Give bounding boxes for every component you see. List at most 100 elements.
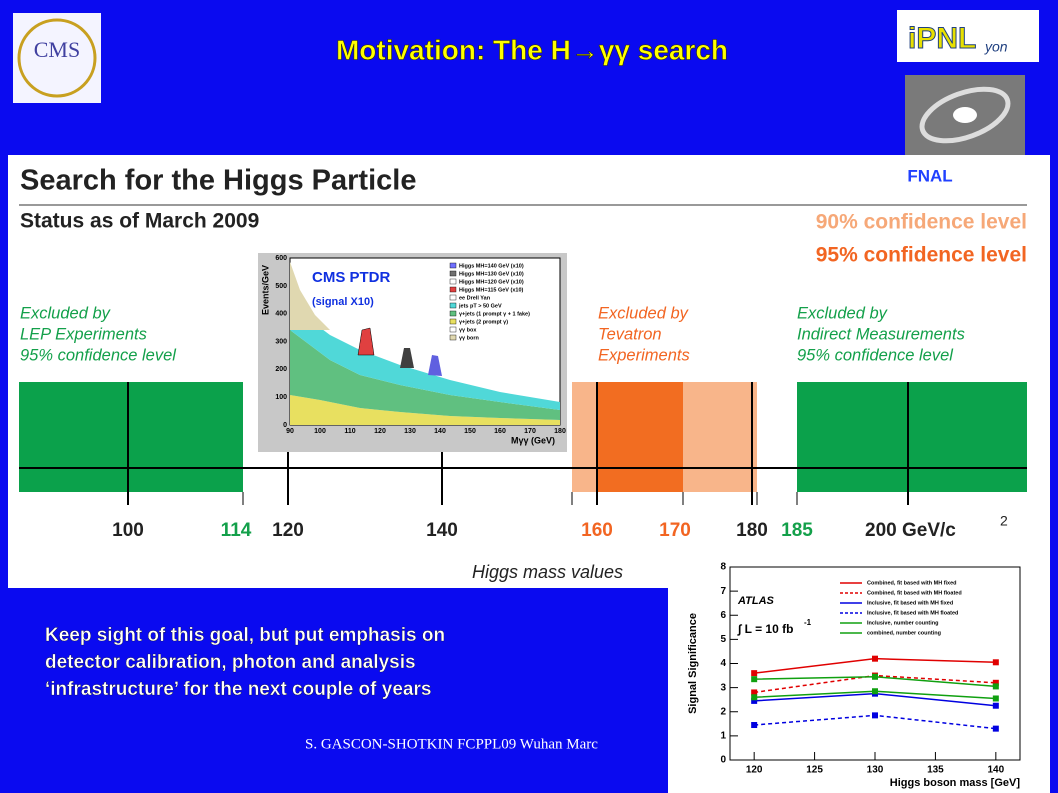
atlas-y-tick-label: 5 <box>720 634 726 645</box>
atlas-y-tick-label: 1 <box>720 731 726 742</box>
atlas-legend-text: Combined, fit based with MH floated <box>867 590 962 596</box>
atlas-x-tick-label: 125 <box>806 765 823 776</box>
cms-legend-text: γγ born <box>459 335 480 341</box>
cms-x-tick: 110 <box>344 428 355 435</box>
cms-legend-swatch <box>449 286 457 293</box>
atlas-point <box>751 676 758 683</box>
atlas-legend-text: Inclusive, fit based with MH floated <box>867 610 958 616</box>
ipnl-logo <box>897 10 1039 62</box>
atlas-legend-text: Inclusive, fit based with MH fixed <box>867 600 953 606</box>
atlas-x-tick-label: 135 <box>927 765 944 776</box>
mass-label: 160 <box>581 520 613 541</box>
cms-labels: CMS PTDR (signal X10) Events/GeV Mγγ (GeV) 0… <box>260 255 566 445</box>
cms-signal-130 <box>400 348 414 368</box>
cms-legend-text: γ+jets (2 prompt γ) <box>459 319 508 325</box>
cms-legend-swatch <box>449 310 457 317</box>
cms-title: CMS PTDR <box>312 269 391 286</box>
cms-y-tick: 0 <box>283 422 287 429</box>
atlas-content: 0 1 2 3 4 5 6 7 8 120 125 130 135 140 Signal Significa… <box>687 562 1020 789</box>
cms-legend-text: Higgs MH=115 GeV (x10) <box>459 287 524 293</box>
mass-label: 200 GeV/c <box>865 520 956 541</box>
region-label: Experiments <box>598 346 690 364</box>
panel-title: Search for the Higgs Particle <box>20 165 416 197</box>
ipnl-logo-text: iPNL <box>908 22 976 55</box>
cms-x-tick: 150 <box>464 428 476 435</box>
atlas-y-label: Signal Significance <box>687 613 699 714</box>
atlas-point <box>992 683 999 690</box>
atlas-legend-text: combined, number counting <box>867 630 941 636</box>
cms-legend-text: γγ box <box>459 327 477 333</box>
galaxy-core <box>953 107 977 123</box>
atlas-lumi: ∫ L = 10 fb <box>737 622 793 636</box>
cms-legend-swatch <box>449 302 457 309</box>
cms-legend-swatch <box>449 294 457 301</box>
atlas-y-tick-label: 2 <box>720 706 726 717</box>
cl95: 95% confidence level <box>816 244 1027 267</box>
atlas-lumi-sup: -1 <box>804 618 812 627</box>
cms-signal-115 <box>357 327 375 356</box>
mass-label: 185 <box>781 520 813 541</box>
lep-excluded <box>19 382 243 492</box>
mass-axis-title: Higgs mass values <box>472 562 623 582</box>
body-line: Keep sight of this goal, but put emphasi… <box>45 625 445 646</box>
cms-legend-text: ee Drell Yan <box>459 295 491 301</box>
cms-legend-swatch <box>449 270 457 277</box>
cms-y-tick: 600 <box>275 255 287 262</box>
atlas-x-label: Higgs boson mass [GeV] <box>890 777 1021 789</box>
atlas-y-tick-label: 7 <box>720 586 726 597</box>
atlas-point <box>751 697 758 704</box>
cms-legend-text: jets pT > 50 GeV <box>458 303 502 309</box>
footer: S. GASCON-SHOTKIN FCPPL09 Wuhan Marc <box>305 736 598 752</box>
cms-x-tick: 140 <box>434 428 446 435</box>
atlas-point <box>872 655 878 662</box>
panel-status: Status as of March 2009 <box>20 210 259 233</box>
cms-cyan <box>290 300 560 410</box>
cms-x-tick: 170 <box>524 428 536 435</box>
mass-unit-sup: 2 <box>1000 513 1008 529</box>
body-line: ‘infrastructure’ for the next couple of … <box>45 679 431 700</box>
region-label: Excluded by <box>598 304 690 322</box>
cms-logo-ring <box>17 18 97 98</box>
mass-label: 170 <box>659 520 691 541</box>
region-label: Excluded by <box>20 304 112 322</box>
ipnl-logo-sub: yon <box>984 39 1008 55</box>
cms-y-tick: 300 <box>275 338 287 345</box>
atlas-point <box>872 688 878 695</box>
atlas-y-tick-label: 8 <box>720 562 726 573</box>
cms-signal-140 <box>428 355 442 376</box>
cms-legend-text: Higgs MH=120 GeV (x10) <box>459 279 524 285</box>
cms-logo-text: CMS <box>34 37 80 62</box>
atlas-point <box>751 694 758 701</box>
lab: FNAL <box>907 166 952 185</box>
atlas-point <box>992 679 999 686</box>
cms-x-tick: 160 <box>494 428 506 435</box>
tevatron-95 <box>598 382 683 492</box>
atlas-y-tick-label: 0 <box>720 755 726 766</box>
atlas-plot <box>668 555 1050 793</box>
cms-yellow <box>290 395 560 425</box>
atlas-y-tick-label: 3 <box>720 682 726 693</box>
cms-y-tick: 400 <box>275 311 287 318</box>
atlas-point <box>751 689 758 696</box>
cms-born <box>290 262 330 330</box>
cms-legend-text: Higgs MH=140 GeV (x10) <box>459 263 524 269</box>
cms-x-label: Mγγ (GeV) <box>511 435 555 445</box>
cms-legend-text: Higgs MH=130 GeV (x10) <box>459 271 524 277</box>
atlas-point <box>992 695 999 702</box>
atlas-y-tick-label: 6 <box>720 610 726 621</box>
cms-legend-swatch <box>449 326 457 333</box>
cms-y-tick: 100 <box>275 394 287 401</box>
cms-y-label: Events/GeV <box>260 265 270 315</box>
cms-green <box>290 330 560 420</box>
atlas-point <box>872 712 878 719</box>
cms-x-tick: 130 <box>404 428 416 435</box>
mass-label: 120 <box>272 520 304 541</box>
cms-logo <box>13 13 101 103</box>
slide-title: Motivation: The H→γγ search <box>336 34 728 65</box>
cms-y-tick: 200 <box>275 366 287 373</box>
atlas-x-tick-label: 130 <box>867 765 884 776</box>
mass-label: 100 <box>112 520 144 541</box>
region-label: 95% confidence level <box>797 346 954 364</box>
cms-x-tick: 180 <box>554 428 566 435</box>
